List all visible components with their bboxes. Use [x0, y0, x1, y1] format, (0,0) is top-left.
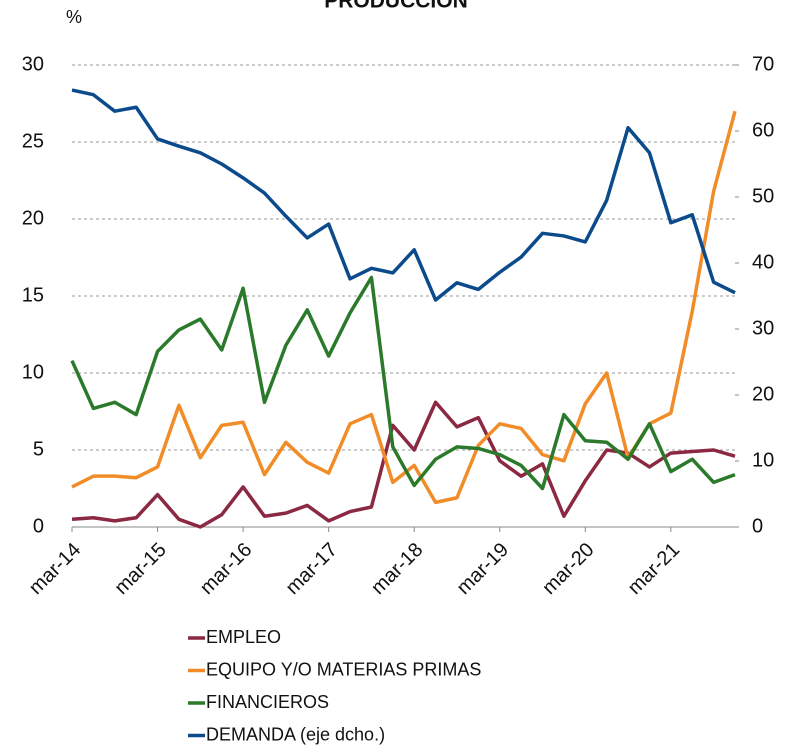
y2-tick-label: 40 — [752, 251, 774, 273]
y-tick-label: 10 — [22, 361, 44, 383]
y2-tick-label: 0 — [752, 515, 763, 537]
y2-tick-label: 70 — [752, 53, 774, 75]
legend-label: EQUIPO Y/O MATERIAS PRIMAS — [206, 659, 481, 679]
y2-tick-label: 20 — [752, 383, 774, 405]
x-tick-label: mar-17 — [282, 539, 342, 599]
x-tick-label: mar-21 — [624, 539, 684, 599]
x-tick-label: mar-19 — [453, 539, 513, 599]
legend-label: FINANCIEROS — [206, 692, 329, 712]
series-line — [71, 110, 737, 505]
y-tick-label: 30 — [22, 53, 44, 75]
y-tick-label: 0 — [33, 515, 44, 537]
x-tick-label: mar-15 — [110, 539, 170, 599]
x-tick-label: mar-16 — [196, 539, 256, 599]
x-tick-label: mar-20 — [538, 539, 598, 599]
y-tick-label: 20 — [22, 207, 44, 229]
series-line — [71, 400, 736, 529]
series-line — [71, 88, 736, 302]
series-line — [70, 275, 736, 491]
y2-tick-label: 10 — [752, 449, 774, 471]
y2-tick-label: 50 — [752, 185, 774, 207]
y2-tick-label: 60 — [752, 119, 774, 141]
chart-title: PRODUCCIÓN — [324, 0, 468, 13]
y2-tick-label: 30 — [752, 317, 774, 339]
y-tick-label: 15 — [22, 284, 44, 306]
legend-label: EMPLEO — [206, 627, 281, 647]
legend-label: DEMANDA (eje dcho.) — [206, 724, 385, 744]
x-tick-label: mar-18 — [367, 539, 427, 599]
y-axis-label: % — [66, 7, 82, 27]
x-tick-label: mar-14 — [25, 539, 85, 599]
y-tick-label: 5 — [33, 438, 44, 460]
y-tick-label: 25 — [22, 130, 44, 152]
